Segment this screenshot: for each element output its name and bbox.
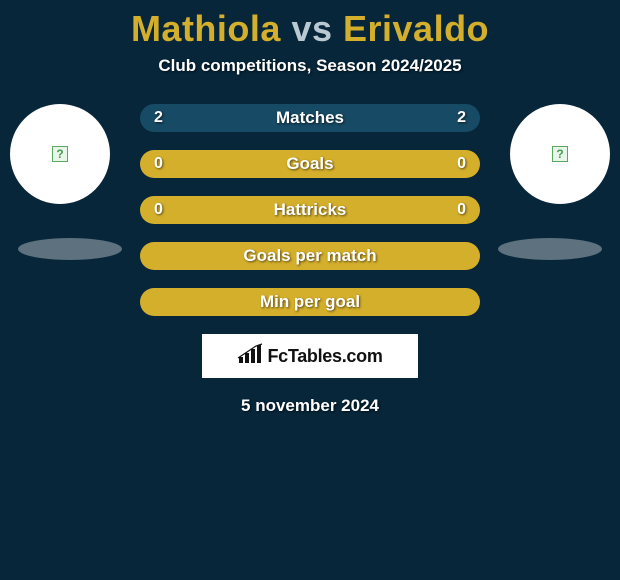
- avatar-left: ?: [10, 104, 110, 204]
- comparison-stage: ? ? 2 Matches 2 0 Goals 0 0 Hattricks 0 …: [0, 104, 620, 416]
- image-placeholder-icon: ?: [552, 146, 568, 162]
- stat-label: Goals per match: [243, 246, 376, 266]
- bar-chart-icon: [237, 343, 263, 370]
- stat-row-min-per-goal: Min per goal: [140, 288, 480, 316]
- stat-right-value: 0: [457, 201, 466, 219]
- stat-row-matches: 2 Matches 2: [140, 104, 480, 132]
- stat-label: Goals: [286, 154, 333, 174]
- stat-label: Hattricks: [274, 200, 347, 220]
- image-placeholder-icon: ?: [52, 146, 68, 162]
- stat-left-value: 0: [154, 155, 163, 173]
- title-player-left: Mathiola: [131, 8, 281, 49]
- avatar-left-shadow: [18, 238, 122, 260]
- stat-row-hattricks: 0 Hattricks 0: [140, 196, 480, 224]
- stat-right-value: 0: [457, 155, 466, 173]
- stat-right-value: 2: [457, 109, 466, 127]
- stat-row-goals: 0 Goals 0: [140, 150, 480, 178]
- stat-rows: 2 Matches 2 0 Goals 0 0 Hattricks 0 Goal…: [140, 104, 480, 316]
- stat-left-value: 0: [154, 201, 163, 219]
- stat-left-value: 2: [154, 109, 163, 127]
- footer-date: 5 november 2024: [0, 396, 620, 416]
- avatar-right-shadow: [498, 238, 602, 260]
- brand-text: FcTables.com: [267, 346, 382, 367]
- stat-row-goals-per-match: Goals per match: [140, 242, 480, 270]
- avatar-right: ?: [510, 104, 610, 204]
- brand-box[interactable]: FcTables.com: [202, 334, 418, 378]
- stat-label: Min per goal: [260, 292, 360, 312]
- title-vs: vs: [281, 8, 343, 49]
- title-player-right: Erivaldo: [343, 8, 489, 49]
- subtitle: Club competitions, Season 2024/2025: [0, 56, 620, 76]
- stat-label: Matches: [276, 108, 344, 128]
- page-title: Mathiola vs Erivaldo: [0, 0, 620, 50]
